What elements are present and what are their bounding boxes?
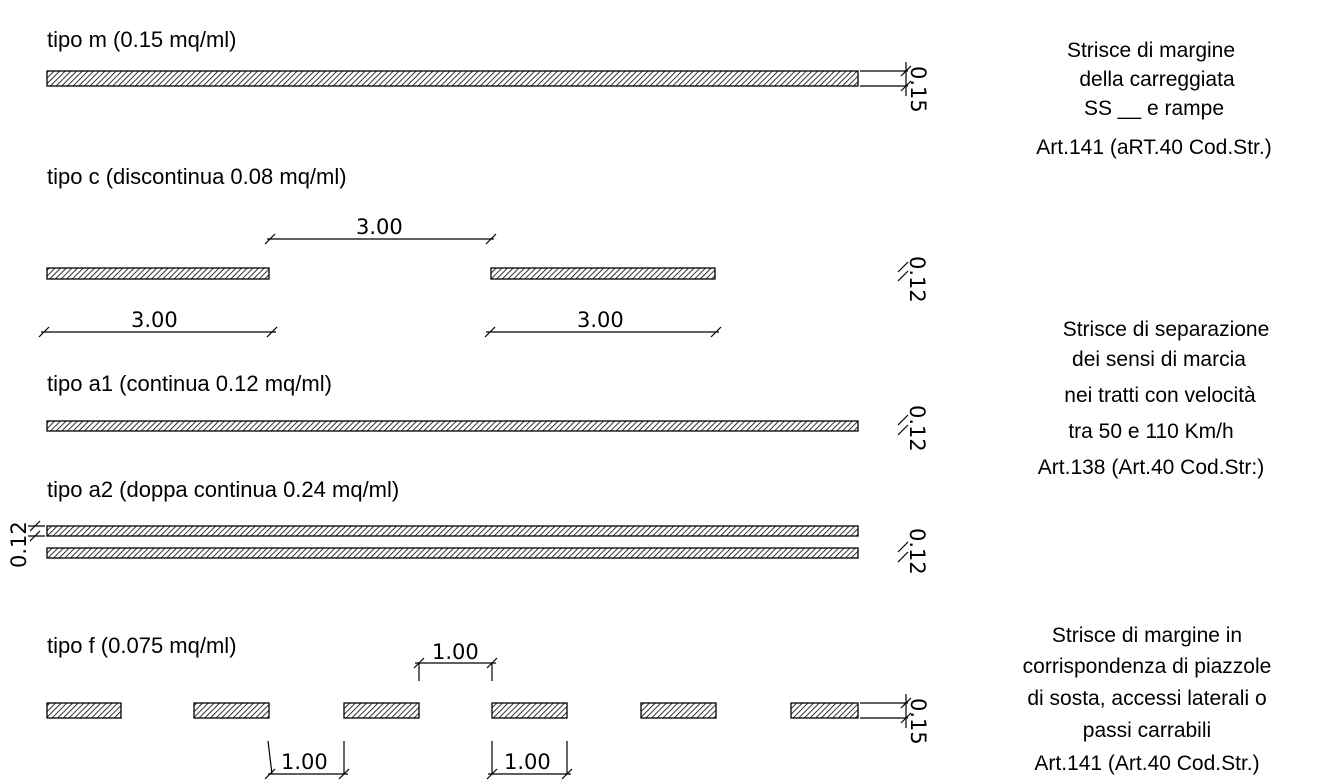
- tipo-f-stripe: [790, 702, 859, 719]
- note-line: passi carrabili: [1083, 719, 1211, 742]
- tipo-f-width-value: 0.15: [906, 698, 930, 745]
- tipo-c-width-dimension: 0.12: [897, 256, 929, 303]
- tipo-a1-width-dimension: 0.12: [897, 405, 929, 452]
- tipo-f-width-dimension: 0.15: [860, 694, 930, 745]
- tipo-f-gap-value: 1.00: [432, 640, 479, 664]
- tipo-f-gap-dimension: 1.00: [413, 640, 498, 681]
- tipo-f-stripe: [343, 702, 420, 719]
- tipo-a2-stripe-1: [46, 525, 859, 537]
- tipo-f-stripe: [46, 702, 122, 719]
- tipo-m-stripe: [46, 70, 859, 87]
- tipo-a2-width-dimension: 0.12: [897, 528, 929, 575]
- tipo-a2-stripe-2: [46, 547, 859, 559]
- tipo-m-width-value: 0.15: [906, 66, 930, 113]
- tipo-c-stripe-right-dimension: 3.00: [484, 308, 722, 338]
- note-line: nei tratti con velocità: [1064, 384, 1256, 407]
- tipo-c-stripe-1: [46, 267, 270, 280]
- note-line: dei sensi di marcia: [1072, 348, 1246, 371]
- tipo-f-stripe: [193, 702, 270, 719]
- note-parking: Strisce di margine in corrispondenza di …: [1023, 624, 1272, 775]
- tipo-a1-width-value: 0.12: [905, 405, 929, 452]
- tipo-f-label: tipo f (0.075 mq/ml): [47, 633, 237, 658]
- tipo-a1-stripe: [46, 420, 859, 432]
- note-line: di sosta, accessi laterali o: [1027, 687, 1266, 710]
- note-line: tra 50 e 110 Km/h: [1068, 420, 1233, 443]
- tipo-a1-label: tipo a1 (continua 0.12 mq/ml): [47, 371, 332, 396]
- note-line: Strisce di margine in: [1052, 624, 1242, 647]
- tipo-f-stripe-right-dimension: 1.00: [486, 741, 573, 780]
- tipo-a2-width-value: 0.12: [905, 528, 929, 575]
- note-separation: Strisce di separazione dei sensi di marc…: [1038, 318, 1270, 479]
- tipo-f-stripe: [640, 702, 717, 719]
- tipo-a2-gap-value: 0.12: [7, 521, 31, 568]
- note-line: SS __ e rampe: [1084, 97, 1224, 120]
- note-line: Art.141 (aRT.40 Cod.Str.): [1036, 136, 1271, 159]
- tipo-f-stripes: [46, 702, 859, 719]
- tipo-f-stripe-left-value: 1.00: [281, 750, 328, 774]
- note-line: Art.141 (Art.40 Cod.Str.): [1034, 752, 1259, 775]
- tipo-f-stripe-left-dimension: 1.00: [264, 740, 350, 780]
- tipo-c-stripe-right-value: 3.00: [577, 308, 624, 332]
- tipo-m-label: tipo m (0.15 mq/ml): [47, 27, 237, 52]
- tipo-c-gap-dimension: 3.00: [264, 215, 497, 245]
- tipo-a2-label: tipo a2 (doppa continua 0.24 mq/ml): [47, 477, 399, 502]
- tipo-c-stripe-2: [490, 267, 716, 280]
- tipo-c-gap-value: 3.00: [356, 215, 403, 239]
- tipo-c-label: tipo c (discontinua 0.08 mq/ml): [47, 164, 347, 189]
- note-line: Strisce di separazione: [1063, 318, 1270, 341]
- tipo-m-width-dimension: 0.15: [860, 62, 930, 113]
- tipo-c-stripe-left-dimension: 3.00: [38, 308, 278, 338]
- note-line: Art.138 (Art.40 Cod.Str:): [1038, 456, 1264, 479]
- note-line: Strisce di margine: [1067, 39, 1235, 62]
- note-line: della carreggiata: [1079, 68, 1235, 91]
- tipo-f-stripe-right-value: 1.00: [504, 750, 551, 774]
- tipo-a2-gap-dimension: 0.12: [7, 520, 45, 568]
- tipo-c-stripe-left-value: 3.00: [131, 308, 178, 332]
- note-margin: Strisce di margine della carreggiata SS …: [1036, 39, 1271, 159]
- tipo-c-width-value: 0.12: [905, 256, 929, 303]
- note-line: corrispondenza di piazzole: [1023, 655, 1272, 678]
- tipo-f-stripe: [491, 702, 568, 719]
